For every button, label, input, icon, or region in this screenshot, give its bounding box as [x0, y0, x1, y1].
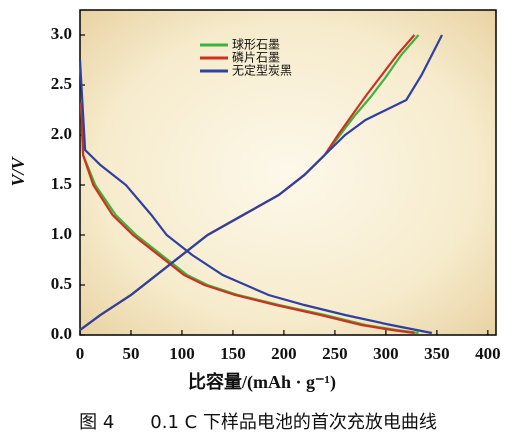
data-line	[78, 59, 433, 335]
x-tick-label: 250	[322, 344, 348, 363]
data-line	[79, 102, 415, 335]
y-tick-label: 0.5	[51, 274, 72, 293]
y-tick-label: 2.0	[51, 124, 72, 143]
legend-label: 磷片石墨	[232, 50, 280, 65]
x-axis-label: 比容量/(mAh · g⁻¹)	[188, 371, 336, 393]
x-tick-label: 50	[122, 344, 139, 363]
x-tick-label: 150	[220, 344, 246, 363]
y-tick-label: 2.5	[51, 74, 72, 93]
y-tick-label: 1.5	[51, 174, 72, 193]
y-tick-label: 3.0	[51, 24, 72, 43]
caption: 图 4 0.1 C 下样品电池的首次充放电曲线	[79, 412, 437, 433]
x-tick-label: 0	[76, 344, 85, 363]
x-tick-label: 350	[424, 344, 450, 363]
x-tick-label: 100	[169, 344, 195, 363]
y-tick-label: 1.0	[51, 224, 72, 243]
y-axis-label: V/V	[8, 156, 28, 187]
x-tick-label: 200	[271, 344, 297, 363]
legend-label: 球形石墨	[232, 38, 280, 52]
data-line	[79, 34, 443, 331]
x-tick-label: 300	[373, 344, 399, 363]
y-tick-label: 0.0	[51, 324, 72, 343]
legend-label: 无定型炭黑	[232, 63, 292, 78]
x-tick-label: 400	[475, 344, 501, 363]
